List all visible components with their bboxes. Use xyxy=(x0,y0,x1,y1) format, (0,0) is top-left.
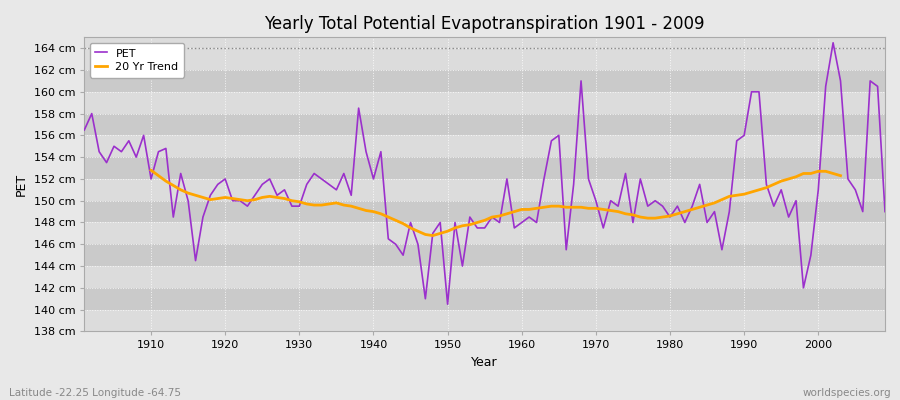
Bar xyxy=(85,135,885,157)
Bar xyxy=(85,92,885,114)
Line: PET: PET xyxy=(85,43,885,304)
20 Yr Trend xyxy=(324,202,335,206)
Bar xyxy=(85,157,885,179)
Bar xyxy=(85,114,885,135)
20 Yr Trend xyxy=(265,194,275,199)
PET xyxy=(828,40,839,45)
20 Yr Trend xyxy=(672,211,683,216)
PET xyxy=(613,204,624,208)
Bar xyxy=(85,266,885,288)
Bar xyxy=(85,179,885,201)
PET xyxy=(346,193,356,198)
Bar xyxy=(85,310,885,332)
Title: Yearly Total Potential Evapotranspiration 1901 - 2009: Yearly Total Potential Evapotranspiratio… xyxy=(265,15,705,33)
PET xyxy=(879,209,890,214)
PET xyxy=(442,302,453,306)
20 Yr Trend xyxy=(835,173,846,178)
X-axis label: Year: Year xyxy=(472,356,498,369)
Text: worldspecies.org: worldspecies.org xyxy=(803,388,891,398)
Line: 20 Yr Trend: 20 Yr Trend xyxy=(151,170,841,236)
Bar xyxy=(85,244,885,266)
20 Yr Trend xyxy=(568,205,579,210)
20 Yr Trend xyxy=(442,229,453,234)
Bar xyxy=(85,70,885,92)
Bar xyxy=(85,201,885,222)
PET xyxy=(517,220,527,225)
PET xyxy=(79,128,90,132)
Text: Latitude -22.25 Longitude -64.75: Latitude -22.25 Longitude -64.75 xyxy=(9,388,181,398)
20 Yr Trend xyxy=(428,233,438,238)
20 Yr Trend xyxy=(412,229,423,234)
PET xyxy=(139,133,149,138)
Y-axis label: PET: PET xyxy=(15,173,28,196)
PET xyxy=(524,215,535,220)
20 Yr Trend xyxy=(146,168,157,173)
Bar xyxy=(85,222,885,244)
Bar xyxy=(85,288,885,310)
PET xyxy=(302,182,312,187)
Bar xyxy=(85,48,885,70)
Legend: PET, 20 Yr Trend: PET, 20 Yr Trend xyxy=(90,43,184,78)
